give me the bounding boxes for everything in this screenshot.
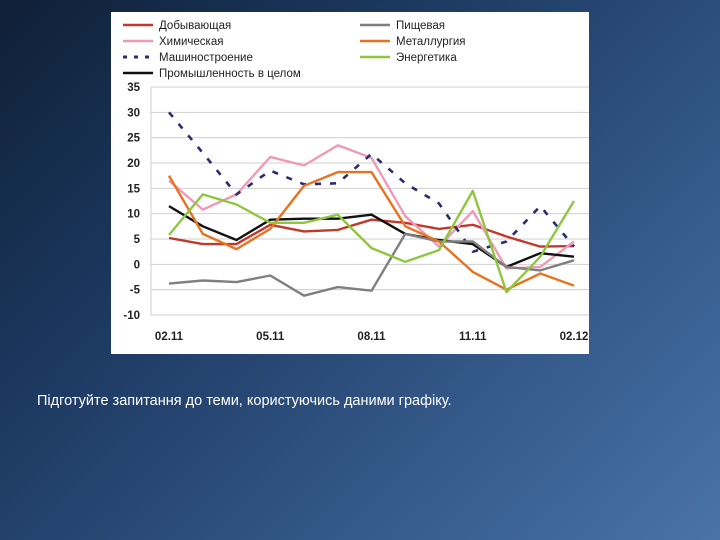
slide-caption: Підготуйте запитання до теми, користуючи…	[37, 393, 452, 409]
series-line-5	[168, 232, 575, 297]
x-tick-label: 02.12	[560, 331, 589, 343]
series-line-4	[168, 205, 575, 269]
y-tick-label: 0	[134, 259, 140, 271]
y-tick-label: 25	[127, 133, 140, 145]
x-tick-label: 08.11	[357, 331, 386, 343]
legend-label: Добывающая	[159, 20, 231, 32]
legend-label: Химическая	[159, 36, 223, 48]
legend-label: Металлургия	[396, 36, 466, 48]
y-tick-label: 10	[127, 209, 140, 221]
y-tick-label: 5	[134, 234, 141, 246]
y-tick-label: 30	[127, 107, 140, 119]
legend-label: Энергетика	[396, 52, 457, 64]
legend-label: Промышленность в целом	[159, 68, 301, 80]
series-line-2	[168, 144, 575, 270]
y-tick-label: 20	[127, 158, 140, 170]
series-line-1	[168, 218, 575, 248]
series-line-6	[167, 170, 575, 291]
series-line-3	[168, 111, 575, 253]
x-tick-label: 05.11	[256, 331, 285, 343]
series-line-7	[168, 189, 576, 294]
legend-label: Пищевая	[396, 20, 445, 32]
line-chart: 35 30 25 20 15 10 5 0 -5 -10 02.11 05.11 08.11 11.11 0…	[123, 20, 589, 343]
y-tick-label: -5	[130, 285, 141, 297]
y-tick-label: -10	[123, 310, 140, 322]
y-tick-label: 15	[127, 183, 140, 195]
legend-label: Машиностроение	[159, 52, 253, 64]
x-tick-label: 11.11	[459, 331, 487, 343]
y-tick-label: 35	[127, 82, 140, 94]
chart-panel: 35 30 25 20 15 10 5 0 -5 -10 02.11 05.11 08.11 11.11 0…	[111, 12, 589, 354]
x-tick-label: 02.11	[155, 331, 184, 343]
